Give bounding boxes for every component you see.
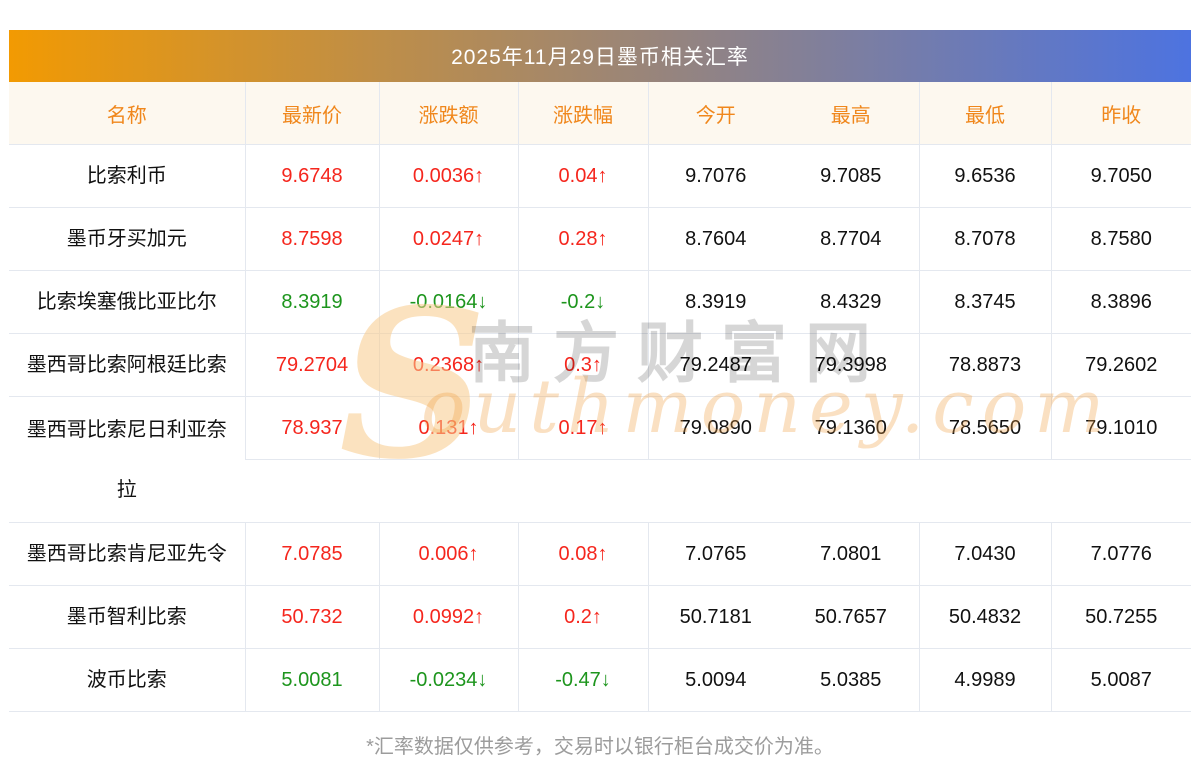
table-row: 墨西哥比索尼日利亚奈拉 78.937 0.131↑ 0.17↑ 79.0890 79.13… [9, 396, 1191, 523]
cell-high: 79.1360 [783, 396, 919, 460]
cell-low: 9.6536 [918, 144, 1051, 208]
cell-latest: 78.937 [244, 396, 379, 460]
cell-latest: 8.7598 [244, 207, 379, 271]
cell-open: 7.0765 [647, 522, 783, 586]
cell-high: 50.7657 [783, 585, 919, 649]
cell-prev: 79.2602 [1050, 333, 1191, 397]
cell-name: 比索利币 [9, 144, 245, 208]
cell-high: 5.0385 [783, 648, 919, 712]
cell-change: -0.0164↓ [378, 270, 518, 334]
cell-pct: -0.2↓ [517, 270, 648, 334]
cell-pct: 0.3↑ [517, 333, 648, 397]
cell-open: 8.7604 [647, 207, 783, 271]
column-header-open: 今开 [647, 82, 783, 145]
cell-name: 墨币牙买加元 [9, 207, 245, 271]
table-row: 墨西哥比索肯尼亚先令 7.0785 0.006↑ 0.08↑ 7.0765 7.0801 7… [9, 522, 1191, 586]
cell-open: 79.2487 [647, 333, 783, 397]
cell-pct: 0.08↑ [517, 522, 648, 586]
cell-name: 墨西哥比索尼日利亚奈拉 [9, 396, 245, 523]
cell-change: 0.0247↑ [378, 207, 518, 271]
cell-name: 墨西哥比索阿根廷比索 [9, 333, 245, 397]
column-header-high: 最高 [783, 82, 919, 145]
table-row: 墨币牙买加元 8.7598 0.0247↑ 0.28↑ 8.7604 8.7704 8.70… [9, 207, 1191, 271]
cell-open: 79.0890 [647, 396, 783, 460]
cell-low: 8.3745 [918, 270, 1051, 334]
cell-low: 4.9989 [918, 648, 1051, 712]
cell-open: 50.7181 [647, 585, 783, 649]
column-header-latest: 最新价 [244, 82, 379, 145]
cell-change: 0.006↑ [378, 522, 518, 586]
cell-prev: 79.1010 [1050, 396, 1191, 460]
cell-prev: 5.0087 [1050, 648, 1191, 712]
cell-prev: 8.7580 [1050, 207, 1191, 271]
cell-high: 8.4329 [783, 270, 919, 334]
table-row: 墨币智利比索 50.732 0.0992↑ 0.2↑ 50.7181 50.7657 50.… [9, 585, 1191, 649]
cell-low: 78.8873 [918, 333, 1051, 397]
cell-high: 79.3998 [783, 333, 919, 397]
cell-open: 8.3919 [647, 270, 783, 334]
cell-latest: 9.6748 [244, 144, 379, 208]
page: 2025年11月29日墨币相关汇率 名称 最新价 涨跌额 涨跌幅 今开 最高 最… [9, 0, 1191, 759]
cell-name: 墨币智利比索 [9, 585, 245, 649]
cell-low: 8.7078 [918, 207, 1051, 271]
column-header-prev: 昨收 [1050, 82, 1191, 145]
column-header-pct: 涨跌幅 [517, 82, 648, 145]
cell-prev: 50.7255 [1050, 585, 1191, 649]
cell-pct: 0.17↑ [517, 396, 648, 460]
footnote: *汇率数据仅供参考，交易时以银行柜台成交价为准。 [366, 736, 834, 758]
cell-name: 比索埃塞俄比亚比尔 [9, 270, 245, 334]
cell-prev: 8.3896 [1050, 270, 1191, 334]
cell-open: 5.0094 [647, 648, 783, 712]
table-row: 比索利币 9.6748 0.0036↑ 0.04↑ 9.7076 9.7085 9.6536… [9, 144, 1191, 208]
cell-change: 0.131↑ [378, 396, 518, 460]
column-header-name: 名称 [9, 82, 245, 145]
cell-change: 0.0036↑ [378, 144, 518, 208]
table-row: 波币比索 5.0081 -0.0234↓ -0.47↓ 5.0094 5.0385 4.99… [9, 648, 1191, 712]
cell-low: 7.0430 [918, 522, 1051, 586]
table-row: 墨西哥比索阿根廷比索 79.2704 0.2368↑ 0.3↑ 79.2487 79.39… [9, 333, 1191, 397]
cell-low: 78.5650 [918, 396, 1051, 460]
page-title: 2025年11月29日墨币相关汇率 [451, 46, 749, 69]
cell-change: 0.2368↑ [378, 333, 518, 397]
cell-latest: 5.0081 [244, 648, 379, 712]
exchange-rate-table: 名称 最新价 涨跌额 涨跌幅 今开 最高 最低 昨收 比索利币 9.6748 0.0… [9, 82, 1191, 712]
cell-latest: 79.2704 [244, 333, 379, 397]
cell-pct: 0.28↑ [517, 207, 648, 271]
column-header-low: 最低 [918, 82, 1051, 145]
cell-pct: 0.2↑ [517, 585, 648, 649]
cell-latest: 8.3919 [244, 270, 379, 334]
cell-pct: 0.04↑ [517, 144, 648, 208]
spacer-cell [245, 459, 1191, 523]
cell-low: 50.4832 [918, 585, 1051, 649]
cell-prev: 9.7050 [1050, 144, 1191, 208]
cell-change: -0.0234↓ [378, 648, 518, 712]
cell-pct: -0.47↓ [517, 648, 648, 712]
column-header-change: 涨跌额 [378, 82, 518, 145]
cell-high: 8.7704 [783, 207, 919, 271]
cell-change: 0.0992↑ [378, 585, 518, 649]
table-title-bar: 2025年11月29日墨币相关汇率 [9, 30, 1191, 82]
cell-latest: 50.732 [244, 585, 379, 649]
cell-name: 波币比索 [9, 648, 245, 712]
cell-prev: 7.0776 [1050, 522, 1191, 586]
table-row: 比索埃塞俄比亚比尔 8.3919 -0.0164↓ -0.2↓ 8.3919 8.4329… [9, 270, 1191, 334]
table-header-row: 名称 最新价 涨跌额 涨跌幅 今开 最高 最低 昨收 [9, 82, 1191, 145]
cell-open: 9.7076 [647, 144, 783, 208]
table-row-spacer [9, 459, 1191, 523]
cell-name: 墨西哥比索肯尼亚先令 [9, 522, 245, 586]
cell-high: 7.0801 [783, 522, 919, 586]
cell-high: 9.7085 [783, 144, 919, 208]
cell-latest: 7.0785 [244, 522, 379, 586]
